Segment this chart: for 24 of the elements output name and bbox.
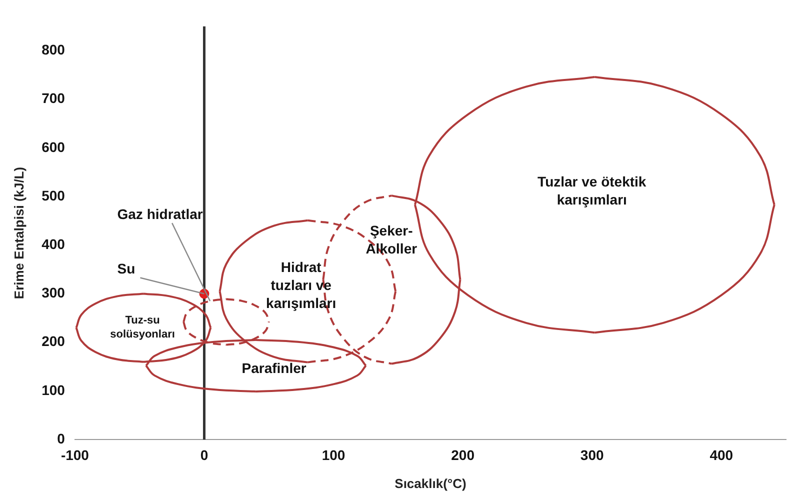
y-tick-label: 800 bbox=[42, 42, 66, 58]
x-tick-label: 300 bbox=[580, 446, 604, 463]
y-tick-label: 700 bbox=[42, 90, 66, 106]
y-tick-label: 500 bbox=[42, 187, 66, 204]
y-tick-label: 200 bbox=[42, 333, 66, 350]
annotation: Tuzlar ve ötektik karışımları bbox=[538, 174, 646, 208]
y-tick-label: 300 bbox=[42, 284, 66, 301]
x-tick-label: 100 bbox=[322, 446, 346, 463]
y-axis-title: Erime Entalpisi (kJ/L) bbox=[11, 166, 26, 300]
annotation: Şeker- Alkoller bbox=[366, 222, 418, 256]
x-tick-label: -100 bbox=[60, 446, 90, 463]
annotation: Su bbox=[117, 260, 136, 277]
y-tick-label: 0 bbox=[57, 430, 66, 446]
annotation: Tuz-su solüsyonları bbox=[110, 314, 175, 341]
x-tick-label: 200 bbox=[451, 446, 475, 463]
x-axis-title: Sıcaklık(°C) bbox=[394, 476, 466, 491]
x-tick-label: 0 bbox=[200, 446, 208, 463]
x-tick-label: 400 bbox=[710, 446, 734, 463]
annotation: Hidrat tuzları ve karışımları bbox=[266, 259, 336, 312]
annotation: Parafinler bbox=[242, 360, 307, 376]
y-tick-label: 400 bbox=[42, 236, 66, 252]
y-tick-label: 600 bbox=[42, 138, 66, 155]
annotation: Gaz hidratlar bbox=[117, 206, 204, 222]
y-tick-label: 100 bbox=[42, 382, 66, 398]
